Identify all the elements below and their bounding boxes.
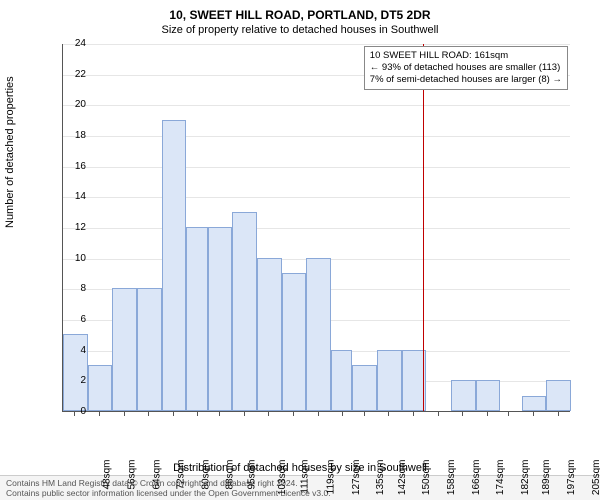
x-tick-label: 142sqm — [397, 460, 408, 496]
annotation-box: 10 SWEET HILL ROAD: 161sqm← 93% of detac… — [364, 46, 568, 90]
x-tick-mark — [197, 412, 198, 416]
histogram-bar — [377, 350, 402, 411]
x-tick-label: 135sqm — [375, 460, 386, 496]
y-tick-label: 24 — [46, 38, 86, 49]
x-tick-label: 80sqm — [200, 460, 211, 490]
x-tick-label: 119sqm — [325, 460, 336, 495]
histogram-bar — [88, 365, 113, 411]
y-axis-label: Number of detached properties — [4, 76, 16, 228]
x-tick-label: 103sqm — [277, 460, 288, 496]
x-tick-label: 72sqm — [176, 460, 187, 490]
histogram-bar — [522, 396, 547, 411]
y-tick-label: 20 — [46, 99, 86, 110]
x-tick-label: 182sqm — [520, 460, 531, 496]
x-tick-mark — [293, 412, 294, 416]
x-tick-mark — [388, 412, 389, 416]
x-tick-mark — [124, 412, 125, 416]
histogram-bar — [257, 258, 282, 411]
x-tick-mark — [244, 412, 245, 416]
x-tick-label: 205sqm — [591, 460, 600, 496]
x-tick-label: 127sqm — [351, 460, 362, 496]
chart-title: 10, SWEET HILL ROAD, PORTLAND, DT5 2DR — [0, 0, 600, 22]
histogram-bar — [162, 120, 187, 411]
x-tick-mark — [219, 412, 220, 416]
histogram-bar — [112, 288, 137, 411]
histogram-bar — [137, 288, 162, 411]
histogram-bar — [282, 273, 307, 411]
y-tick-label: 10 — [46, 253, 86, 264]
gridline — [63, 197, 570, 198]
histogram-bar — [451, 380, 476, 411]
x-tick-label: 95sqm — [247, 460, 258, 490]
x-tick-mark — [99, 412, 100, 416]
y-tick-label: 18 — [46, 130, 86, 141]
x-tick-label: 197sqm — [566, 460, 577, 496]
x-tick-label: 48sqm — [102, 460, 113, 490]
y-tick-label: 16 — [46, 161, 86, 172]
x-tick-mark — [318, 412, 319, 416]
x-tick-mark — [487, 412, 488, 416]
annotation-line: 10 SWEET HILL ROAD: 161sqm — [370, 50, 562, 62]
x-tick-label: 88sqm — [225, 460, 236, 490]
x-tick-mark — [173, 412, 174, 416]
y-tick-label: 22 — [46, 69, 86, 80]
x-tick-mark — [438, 412, 439, 416]
x-tick-mark — [364, 412, 365, 416]
gridline — [63, 136, 570, 137]
x-tick-mark — [74, 412, 75, 416]
histogram-bar — [476, 380, 501, 411]
x-tick-mark — [268, 412, 269, 416]
x-tick-mark — [462, 412, 463, 416]
x-tick-mark — [533, 412, 534, 416]
y-tick-label: 8 — [46, 283, 86, 294]
histogram-bar — [186, 227, 208, 411]
histogram-bar — [546, 380, 571, 411]
chart-subtitle: Size of property relative to detached ho… — [0, 22, 600, 36]
x-tick-mark — [558, 412, 559, 416]
annotation-line: 7% of semi-detached houses are larger (8… — [370, 74, 562, 86]
x-tick-mark — [342, 412, 343, 416]
x-tick-label: 150sqm — [421, 460, 432, 496]
y-tick-label: 12 — [46, 222, 86, 233]
histogram-bar — [232, 212, 257, 411]
gridline — [63, 44, 570, 45]
x-tick-label: 64sqm — [151, 460, 162, 490]
histogram-bar — [208, 227, 233, 411]
gridline — [63, 228, 570, 229]
plot-area: 10 SWEET HILL ROAD: 161sqm← 93% of detac… — [62, 44, 570, 412]
y-tick-label: 0 — [46, 406, 86, 417]
x-tick-mark — [413, 412, 414, 416]
gridline — [63, 167, 570, 168]
y-tick-label: 6 — [46, 314, 86, 325]
annotation-line: ← 93% of detached houses are smaller (11… — [370, 62, 562, 74]
x-tick-mark — [508, 412, 509, 416]
x-tick-label: 174sqm — [495, 460, 506, 496]
x-tick-label: 158sqm — [446, 460, 457, 496]
x-tick-label: 166sqm — [471, 460, 482, 496]
x-tick-label: 189sqm — [542, 460, 553, 496]
y-tick-label: 4 — [46, 345, 86, 356]
reference-line — [423, 44, 424, 411]
x-tick-label: 56sqm — [126, 460, 137, 490]
histogram-bar — [352, 365, 377, 411]
histogram-bar — [306, 258, 331, 411]
y-tick-label: 14 — [46, 191, 86, 202]
x-tick-mark — [148, 412, 149, 416]
x-tick-label: 111sqm — [300, 460, 311, 494]
y-tick-label: 2 — [46, 375, 86, 386]
gridline — [63, 105, 570, 106]
histogram-bar — [331, 350, 353, 411]
